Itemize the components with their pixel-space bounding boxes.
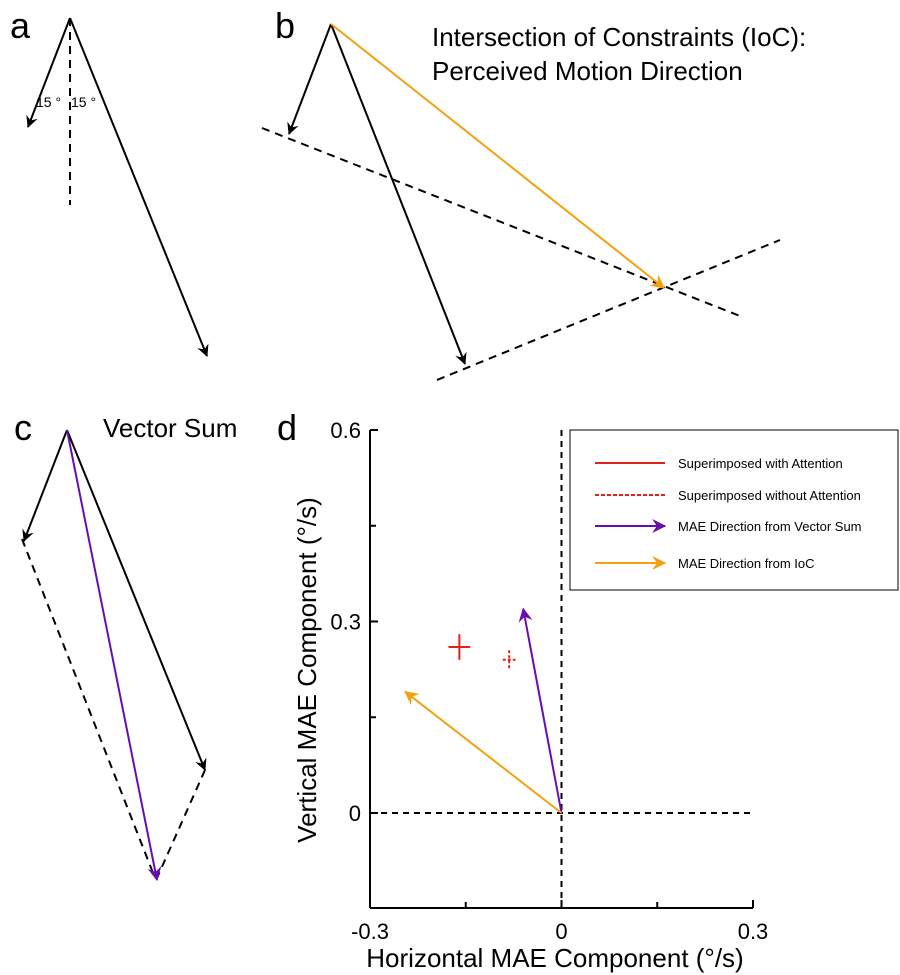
series-arrow-mae-direction-from-ioc <box>404 690 563 814</box>
x-ticks: -0.3 0 0.3 <box>351 900 768 944</box>
y-ticks: 0 0.3 0.6 <box>330 418 378 826</box>
parallelogram-side-right <box>156 769 206 879</box>
constraint-line-2 <box>436 239 781 381</box>
right-grating-vector-arrow <box>330 23 467 365</box>
x-tick-label: 0.3 <box>738 919 769 944</box>
legend-label: MAE Direction from IoC <box>678 556 815 571</box>
legend-label: Superimposed with Attention <box>678 456 843 471</box>
legend-label: Superimposed without Attention <box>678 488 861 503</box>
legend-label: MAE Direction from Vector Sum <box>678 519 862 534</box>
left-grating-vector-arrow <box>26 17 71 128</box>
x-tick-label: -0.3 <box>351 919 389 944</box>
panel-b: b Intersection of Constraints (IoC): Per… <box>261 5 806 381</box>
x-axis-label: Horizontal MAE Component (°/s) <box>366 943 743 973</box>
data-marks <box>404 607 563 814</box>
left-grating-vector-arrow <box>287 23 332 135</box>
series-arrow-mae-direction-from-vector-sum <box>518 607 563 814</box>
ioc-title-line1: Intersection of Constraints (IoC): <box>432 22 806 52</box>
panel-d: d 0 0.3 0.6 -0.3 0 0.3 Horizontal MAE Compon… <box>277 407 899 973</box>
y-axis-label: Vertical MAE Component (°/s) <box>292 497 322 843</box>
angle-label-right: 15 ° <box>71 94 96 110</box>
legend: Superimposed with Attention Superimposed … <box>569 429 899 591</box>
angle-label-left: 15 ° <box>36 94 61 110</box>
y-tick-label: 0.6 <box>330 418 361 443</box>
panel-a: a 15 ° 15 ° <box>10 5 209 357</box>
panel-a-letter: a <box>10 5 31 46</box>
y-tick-label: 0.3 <box>330 610 361 635</box>
right-grating-vector-arrow <box>66 429 207 771</box>
panel-b-letter: b <box>275 5 295 46</box>
x-tick-label: 0 <box>555 919 567 944</box>
panel-d-letter: d <box>277 407 297 448</box>
right-grating-vector-arrow <box>69 17 209 357</box>
parallelogram-side-left <box>21 538 156 879</box>
constraint-line-1 <box>261 127 741 317</box>
ioc-direction-arrow <box>330 23 665 289</box>
vector-sum-arrow <box>66 429 162 882</box>
y-tick-label: 0 <box>349 801 361 826</box>
panel-c: c Vector Sum <box>14 407 237 882</box>
vector-sum-title: Vector Sum <box>103 413 237 443</box>
ioc-title-line2: Perceived Motion Direction <box>432 56 743 86</box>
panel-c-letter: c <box>14 407 32 448</box>
left-grating-vector-arrow <box>22 429 68 542</box>
